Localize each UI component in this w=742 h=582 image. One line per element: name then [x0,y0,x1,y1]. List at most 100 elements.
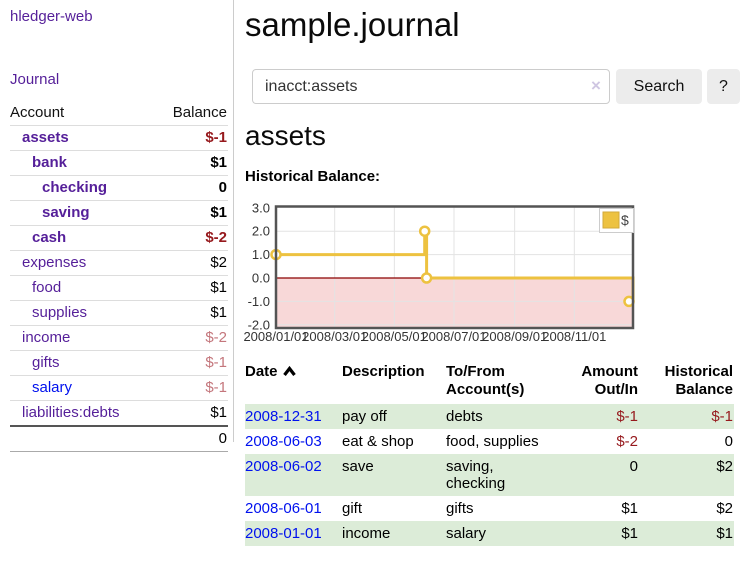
account-balance: $-2 [205,229,227,246]
account-link-income[interactable]: income [22,329,71,346]
y-tick-label: 1.0 [252,247,270,262]
chart-title: Historical Balance: [245,168,381,185]
account-link-salary[interactable]: salary [32,379,73,396]
register-header-row: Date Description To/From Account(s) Amou… [245,361,734,404]
search-input[interactable] [252,69,610,104]
account-link-assets[interactable]: assets [22,129,69,146]
balance-column-header: Balance [172,104,227,121]
account-row: liabilities:debts $1 [10,400,228,425]
account-heading: assets [245,120,326,151]
account-link-saving[interactable]: saving [42,204,90,221]
x-tick-label: 2008/09/01 [482,329,547,344]
balance-column-header: Historical Balance [664,363,733,398]
account-balance: $2 [210,254,227,271]
x-tick-label: 2008/07/01 [421,329,486,344]
transaction-balance: $-1 [711,408,733,425]
account-column-header: Account [10,104,65,121]
transaction-accounts: gifts [446,500,474,517]
register-row: 2008-01-01 income salary $1 $1 [245,521,734,546]
date-header-label: Date [245,363,278,380]
account-balance: $-1 [205,354,227,371]
register-row: 2008-12-31 pay off debts $-1 $-1 [245,404,734,429]
transaction-balance: 0 [724,433,733,450]
transaction-accounts: saving, checking [446,458,506,492]
account-row: bank $1 [10,150,228,175]
transaction-description: eat & shop [342,433,414,450]
transaction-amount: 0 [629,458,638,475]
transaction-amount: $1 [621,500,638,517]
legend-label: $ [621,212,629,228]
accounts-column-header: To/From Account(s) [446,363,525,398]
register-row: 2008-06-03 eat & shop food, supplies $-2… [245,429,734,454]
account-row: income $-2 [10,325,228,350]
x-tick-label: 2008/03/01 [302,329,367,344]
account-link-supplies[interactable]: supplies [32,304,88,321]
sort-ascending-icon[interactable] [282,365,297,377]
account-balance: $-1 [205,129,227,146]
account-row: cash $-2 [10,225,228,250]
app-title-link[interactable]: hledger-web [10,8,93,25]
data-point-marker [418,225,431,237]
y-tick-label: -2.0 [248,317,270,332]
y-tick-label: 3.0 [252,200,270,215]
page-title: sample.journal [245,6,460,43]
account-link-gifts[interactable]: gifts [32,354,60,371]
sidebar-item-journal[interactable]: Journal [10,71,60,88]
account-link-checking[interactable]: checking [42,179,108,196]
transaction-accounts: debts [446,408,483,425]
transaction-accounts: food, supplies [446,433,539,450]
chart-canvas: 3.0 2.0 1.0 0.0 -1.0 -2.02008/01/012008/03/01… [243,200,635,344]
accounts-table-header: Account Balance [10,101,228,125]
clear-search-icon[interactable]: × [591,76,601,95]
y-tick-label: 2.0 [252,224,270,239]
register-table: Date Description To/From Account(s) Amou… [245,361,734,546]
register-row: 2008-06-01 gift gifts $1 $2 [245,496,734,521]
account-row: supplies $1 [10,300,228,325]
transaction-date-link[interactable]: 2008-06-01 [245,500,322,517]
transaction-description: save [342,458,374,475]
account-row: checking 0 [10,175,228,200]
y-tick-label: 0.0 [252,271,270,286]
account-link-expenses[interactable]: expenses [22,254,87,271]
transaction-date-link[interactable]: 2008-01-01 [245,525,322,542]
transaction-description: gift [342,500,363,517]
x-tick-label: 2008/01/01 [243,329,308,344]
transaction-description: income [342,525,391,542]
help-button[interactable]: ? [707,69,740,104]
accounts-table: Account Balance assets $-1 bank $1 check… [10,101,228,452]
account-balance: $1 [210,404,227,421]
register-row: 2008-06-02 save saving, checking 0 $2 [245,454,734,496]
transaction-amount: $-2 [616,433,638,450]
transaction-accounts: salary [446,525,487,542]
account-row: salary $-1 [10,375,228,400]
data-point-marker [420,272,433,284]
date-column-header[interactable]: Date [245,361,342,404]
account-link-liabilities-debts[interactable]: liabilities:debts [22,404,120,421]
y-tick-label: -1.0 [248,294,270,309]
transaction-amount: $-1 [616,408,638,425]
account-link-cash[interactable]: cash [32,229,67,246]
transaction-balance: $2 [716,500,733,517]
amount-column-header: Amount Out/In [581,363,638,398]
account-balance: $1 [210,204,227,221]
transaction-date-link[interactable]: 2008-12-31 [245,408,322,425]
account-balance: $-1 [205,379,227,396]
x-tick-label: 2008/05/01 [362,329,427,344]
search-button[interactable]: Search [616,69,702,104]
accounts-total-value: 0 [218,430,227,447]
sidebar: hledger-web Journal Account Balance asse… [0,0,234,452]
chart-border [274,205,635,330]
account-link-food[interactable]: food [32,279,62,296]
account-row: expenses $2 [10,250,228,275]
transaction-date-link[interactable]: 2008-06-02 [245,458,322,475]
account-balance: $1 [210,154,227,171]
historical-balance-chart: 3.0 2.0 1.0 0.0 -1.0 -2.0 2008/01/01 2008/03/01… [240,199,700,349]
transaction-date-link[interactable]: 2008-06-03 [245,433,322,450]
account-balance: $1 [210,279,227,296]
transaction-balance: $2 [716,458,733,475]
account-balance: $1 [210,304,227,321]
x-tick-label: 2008/11/01 [542,329,606,344]
account-row: assets $-1 [10,125,228,150]
account-link-bank[interactable]: bank [32,154,68,171]
